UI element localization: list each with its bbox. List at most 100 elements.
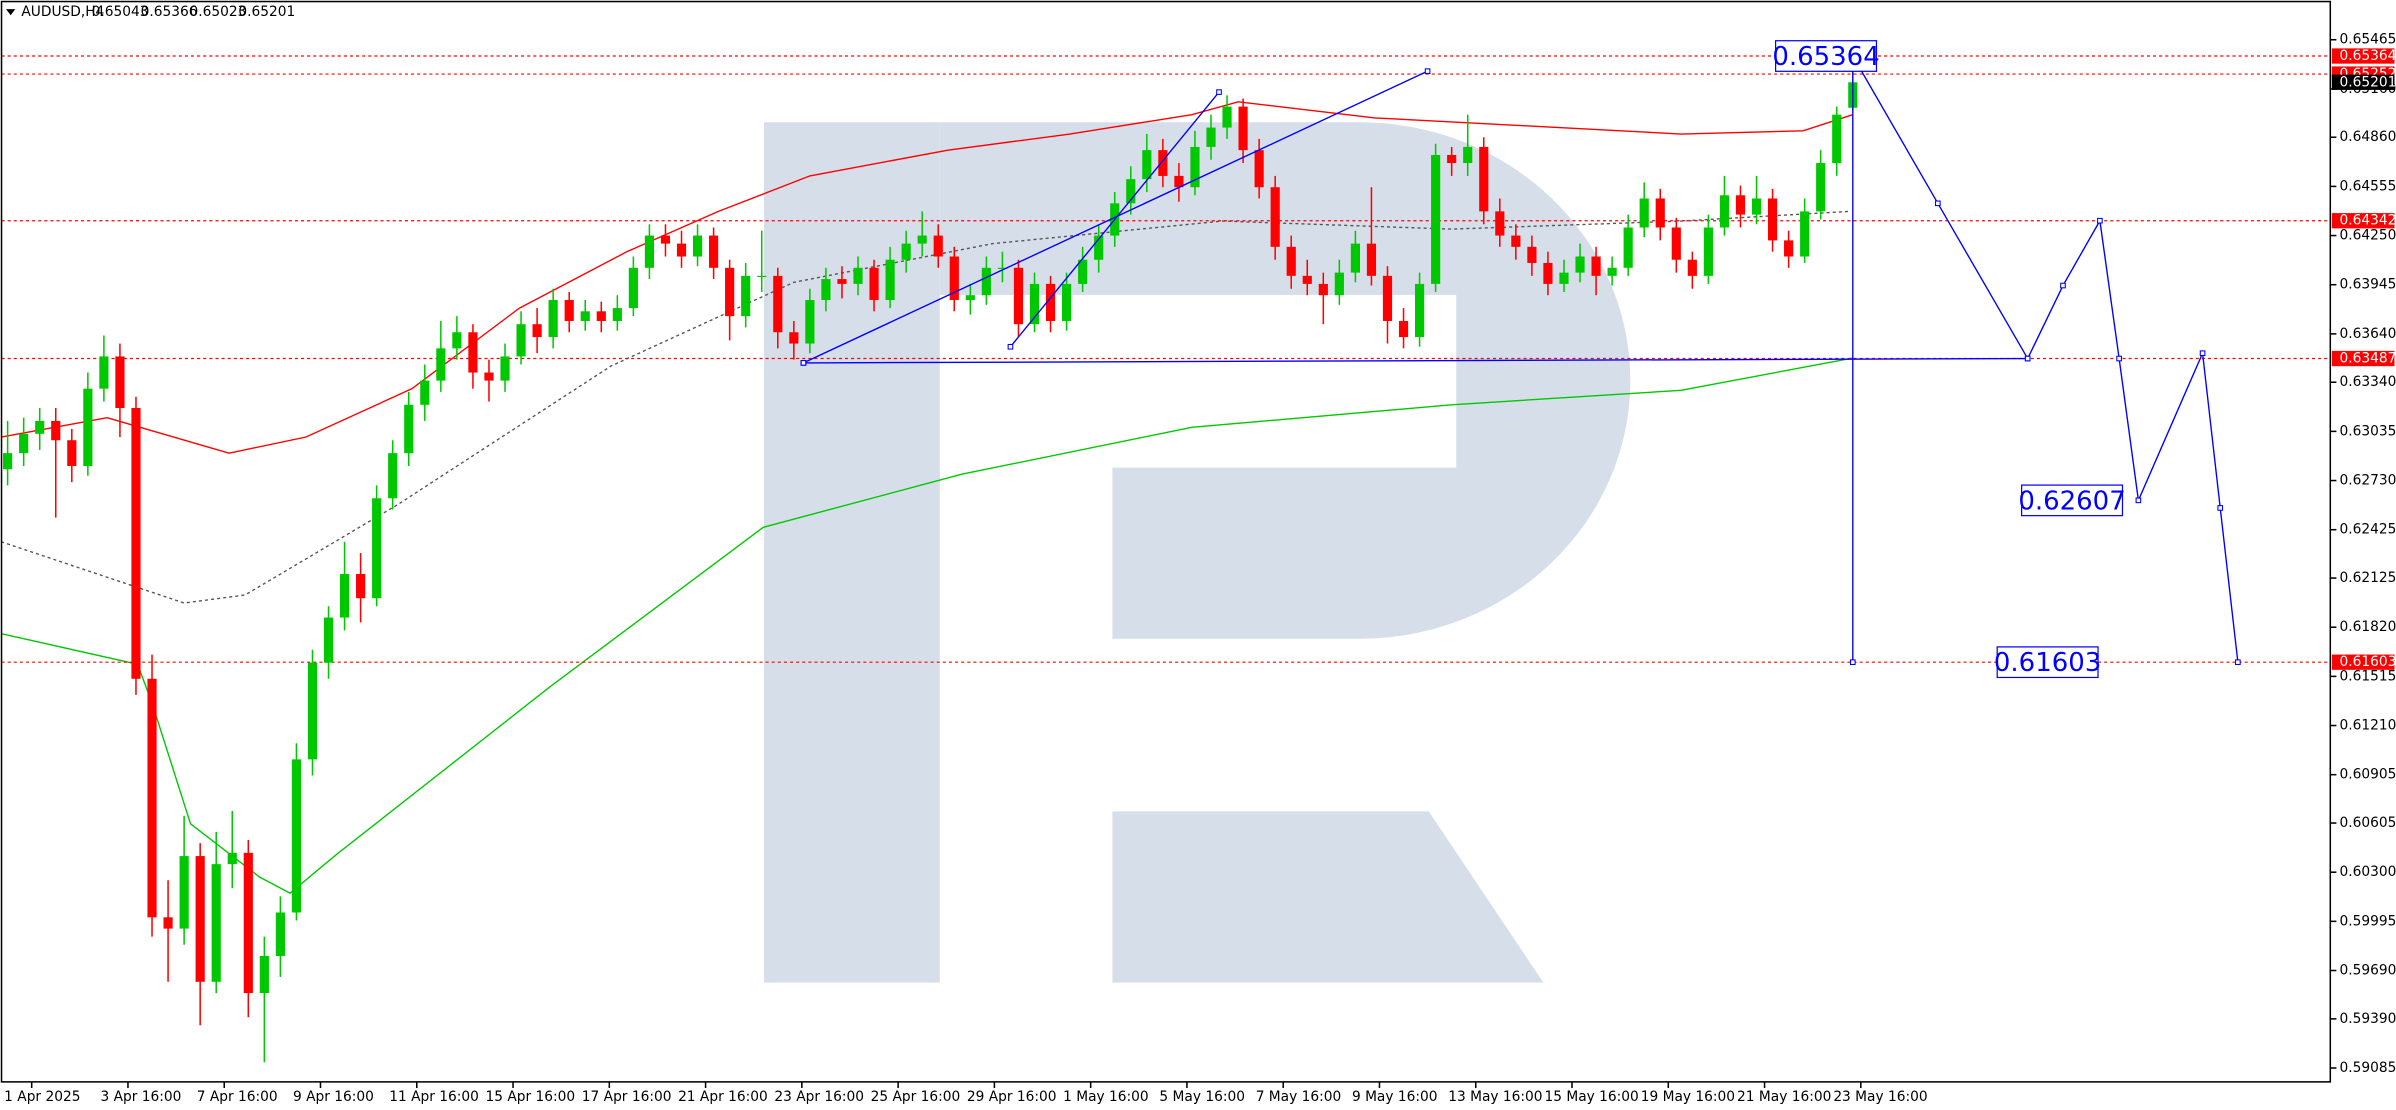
anchor-point (1007, 343, 1014, 350)
candle-body (1350, 243, 1360, 273)
candle-body (1832, 114, 1842, 164)
candle-body (789, 332, 799, 344)
candle-body (1045, 283, 1056, 321)
level-label-box (2331, 654, 2395, 670)
x-tick-label: 19 May 16:00 (1641, 1089, 1735, 1105)
x-tick-label: 7 Apr 16:00 (197, 1089, 278, 1105)
y-tick-label: 0.59690 (2339, 963, 2396, 979)
candle-body (99, 356, 109, 389)
candle-body (1527, 246, 1537, 263)
candle-body (1414, 283, 1425, 338)
candle-body (1318, 283, 1328, 296)
candle-body (452, 332, 462, 349)
current-price-label: 0.65201 (2339, 74, 2396, 90)
x-tick-label: 17 Apr 16:00 (582, 1089, 672, 1105)
forecast-point (2217, 505, 2224, 511)
candle-body (83, 388, 93, 467)
forecast-label: 0.65364 (1772, 42, 1879, 72)
forecast-point (2235, 659, 2241, 666)
forecast-label: 0.61603 (1994, 648, 2101, 678)
header-ohlc: 0.65366 (141, 4, 198, 20)
x-tick-label: 1 May 16:00 (1063, 1089, 1149, 1105)
candle-body (404, 404, 414, 454)
forecast-label: 0.62607 (2018, 486, 2125, 516)
candle-body (420, 380, 430, 405)
x-tick-label: 7 May 16:00 (1256, 1089, 1342, 1105)
level-label-box (2331, 48, 2395, 64)
candle-body (821, 279, 831, 301)
forecast-point (2135, 497, 2142, 504)
candle-body (1334, 272, 1344, 296)
indicator-line (1, 101, 1854, 454)
level-label-box (2331, 213, 2395, 229)
level-label: 0.61603 (2339, 654, 2396, 670)
candle-body (1302, 275, 1312, 284)
x-tick-label: 23 May 16:00 (1833, 1089, 1927, 1105)
forecast-point (2060, 282, 2066, 289)
candle-body (1286, 246, 1296, 276)
symbol: AUDUSD,H4 (21, 4, 104, 20)
candle-body (1575, 256, 1585, 273)
candle-body (965, 295, 975, 301)
header-ohlc: 0.65043 (92, 4, 149, 20)
anchor-point (1216, 89, 1222, 95)
candle-body (1559, 272, 1569, 284)
candle-body (291, 759, 302, 913)
candle-body (1495, 211, 1505, 236)
candle-body (596, 311, 606, 321)
candle-body (901, 243, 911, 260)
y-tick-label: 0.64860 (2339, 129, 2396, 145)
anchor-point (1424, 68, 1431, 74)
candle-body (1655, 198, 1665, 228)
candle-body (837, 279, 847, 284)
candle-body (709, 235, 719, 268)
candle-body (773, 275, 783, 333)
candle-body (660, 235, 671, 244)
candle-body (3, 453, 13, 470)
candle-body (1398, 320, 1409, 338)
candle-body (917, 235, 927, 244)
candle-body (692, 235, 703, 257)
candle-body (388, 453, 398, 499)
trend-line (1009, 91, 1220, 348)
forecast-point (1935, 200, 1941, 207)
candle-body (1767, 198, 1778, 241)
candle-body (1751, 198, 1762, 215)
candle-body (1479, 146, 1489, 212)
candle-body (725, 267, 735, 317)
y-tick-label: 0.65465 (2339, 32, 2396, 48)
header-ohlc: 0.65023 (189, 4, 246, 20)
candle-body (35, 420, 45, 434)
x-tick-label: 21 May 16:00 (1737, 1089, 1831, 1105)
y-tick-label: 0.59390 (2339, 1011, 2396, 1027)
candle-body (307, 662, 318, 760)
candle-body (1029, 283, 1040, 325)
candle-body (644, 235, 655, 268)
y-tick-label: 0.61210 (2339, 718, 2396, 734)
candle-body (805, 300, 815, 344)
candle-body (147, 678, 157, 918)
candle-body (259, 955, 269, 994)
level-label-box (2331, 350, 2395, 367)
header-arrow (6, 9, 16, 16)
x-tick-label: 25 Apr 16:00 (871, 1089, 961, 1105)
plot-frame (0, 0, 2332, 1083)
candle-body (1784, 240, 1794, 257)
candle-body (1238, 106, 1248, 151)
candle-body (1158, 150, 1168, 176)
y-tick-label: 0.64250 (2339, 228, 2396, 244)
candle-body (19, 433, 29, 454)
level-label: 0.63487 (2339, 351, 2396, 367)
x-tick-label: 29 Apr 16:00 (967, 1089, 1057, 1105)
candle-body (227, 852, 237, 865)
x-tick-label: 5 May 16:00 (1159, 1089, 1245, 1105)
candle-body (131, 408, 141, 679)
x-tick-label: 1 Apr 2025 (4, 1089, 80, 1105)
candle-body (1511, 235, 1521, 247)
candle-body (564, 300, 574, 321)
logo-bowl (939, 122, 1631, 639)
logo-leg (1112, 811, 1544, 983)
x-tick-label: 21 Apr 16:00 (678, 1089, 768, 1105)
candle-body (468, 332, 478, 373)
